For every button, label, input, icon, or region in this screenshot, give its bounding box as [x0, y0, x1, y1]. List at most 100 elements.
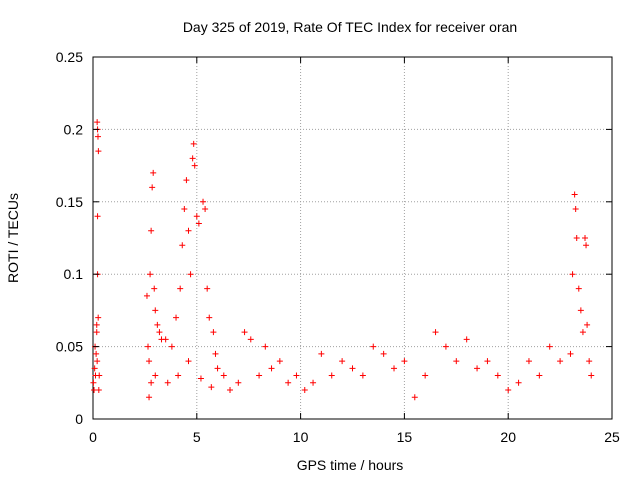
data-point: [200, 198, 207, 205]
y-tick-label: 0.2: [64, 121, 84, 137]
data-point: [164, 379, 171, 386]
data-point: [276, 358, 283, 365]
data-point: [95, 387, 102, 394]
data-point: [91, 365, 98, 372]
data-point: [197, 375, 204, 382]
data-point: [474, 365, 481, 372]
data-point: [154, 321, 161, 328]
data-point: [183, 177, 190, 184]
data-point: [152, 372, 159, 379]
data-point: [401, 358, 408, 365]
data-point: [391, 365, 398, 372]
data-point: [328, 372, 335, 379]
data-point: [262, 343, 269, 350]
data-point: [208, 384, 215, 391]
data-point: [432, 329, 439, 336]
data-point: [571, 191, 578, 198]
data-point: [586, 358, 593, 365]
x-tick-label: 10: [293, 429, 309, 445]
data-point: [301, 387, 308, 394]
data-point: [202, 206, 209, 213]
data-point: [411, 394, 418, 401]
data-point: [572, 206, 579, 213]
data-point: [247, 336, 254, 343]
plot-frame: [92, 56, 613, 420]
data-point: [93, 321, 100, 328]
data-point: [146, 358, 153, 365]
data-point: [463, 336, 470, 343]
data-point: [185, 227, 192, 234]
data-point: [583, 242, 590, 249]
data-point: [442, 343, 449, 350]
data-point: [293, 372, 300, 379]
x-axis-ticks: 0 5 10 15 20 25: [89, 57, 620, 445]
data-point: [204, 285, 211, 292]
data-point: [94, 119, 101, 126]
data-point: [94, 358, 101, 365]
y-tick-label: 0.25: [56, 49, 83, 65]
data-point: [567, 350, 574, 357]
data-point: [145, 343, 152, 350]
data-point: [220, 372, 227, 379]
data-point: [95, 314, 102, 321]
data-point: [175, 372, 182, 379]
data-point: [149, 184, 156, 191]
grid-lines: [93, 57, 612, 419]
data-point: [173, 314, 180, 321]
data-point: [546, 343, 553, 350]
data-point: [536, 372, 543, 379]
data-point: [147, 271, 154, 278]
y-tick-label: 0: [75, 411, 83, 427]
data-point: [93, 350, 100, 357]
data-point: [95, 148, 102, 155]
x-tick-label: 5: [193, 429, 201, 445]
data-point: [93, 329, 100, 336]
data-point: [256, 372, 263, 379]
data-point: [190, 140, 197, 147]
data-point: [494, 372, 501, 379]
data-point: [94, 133, 101, 140]
data-point: [162, 336, 169, 343]
data-point: [90, 379, 97, 386]
data-point: [505, 387, 512, 394]
y-tick-label: 0.1: [64, 266, 84, 282]
y-tick-label: 0.05: [56, 339, 83, 355]
data-point: [575, 285, 582, 292]
data-point: [189, 155, 196, 162]
data-point: [268, 365, 275, 372]
data-point: [584, 321, 591, 328]
data-point: [557, 358, 564, 365]
data-point: [151, 285, 158, 292]
data-point: [210, 329, 217, 336]
y-tick-label: 0.15: [56, 194, 83, 210]
data-point: [143, 292, 150, 299]
data-point: [453, 358, 460, 365]
data-point: [212, 350, 219, 357]
data-point: [515, 379, 522, 386]
data-point: [235, 379, 242, 386]
x-tick-label: 15: [397, 429, 413, 445]
data-point: [177, 285, 184, 292]
data-point: [582, 235, 589, 241]
data-point: [156, 329, 163, 336]
data-point: [187, 271, 194, 278]
data-point: [206, 314, 213, 321]
data-point: [359, 372, 366, 379]
data-point: [588, 372, 595, 379]
data-point: [152, 307, 159, 314]
data-point: [96, 372, 103, 379]
data-point: [146, 394, 153, 401]
data-point: [285, 379, 292, 386]
data-point: [579, 329, 586, 336]
data-point: [148, 379, 155, 386]
data-point: [148, 227, 155, 234]
chart-title: Day 325 of 2019, Rate Of TEC Index for r…: [183, 19, 517, 35]
x-tick-label: 20: [500, 429, 516, 445]
data-point: [349, 365, 356, 372]
data-point: [191, 162, 198, 169]
data-point: [214, 365, 221, 372]
data-point: [168, 343, 175, 350]
data-points: [90, 119, 595, 401]
data-point: [577, 307, 584, 314]
